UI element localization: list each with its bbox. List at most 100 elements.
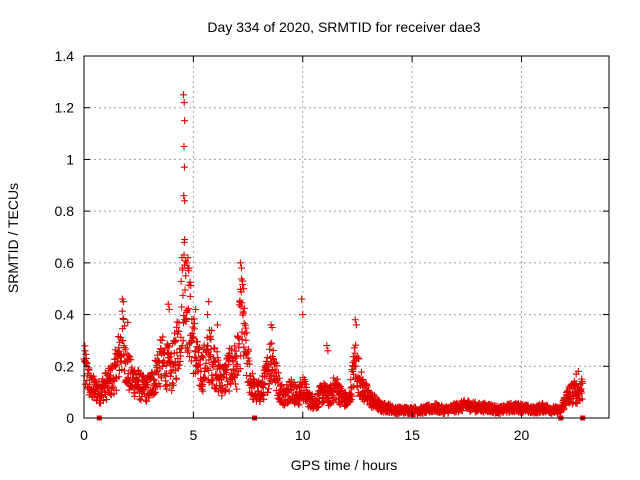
data-point-spike: [238, 264, 245, 272]
data-point: [249, 375, 257, 383]
data-point: [276, 374, 284, 382]
data-point: [269, 347, 277, 355]
data-point: [158, 336, 166, 344]
data-point-spike: [181, 197, 189, 205]
data-point: [193, 338, 201, 346]
data-point: [333, 375, 341, 383]
data-point: [164, 342, 172, 350]
data-point: [177, 277, 185, 285]
data-point: [207, 352, 215, 360]
data-point: [458, 407, 466, 415]
data-point: [167, 359, 175, 367]
data-point: [191, 320, 199, 328]
data-point: [275, 369, 283, 377]
data-point: [199, 380, 207, 388]
data-point: [162, 370, 170, 378]
data-point: [166, 353, 174, 361]
data-point: [128, 364, 136, 372]
data-point: [249, 370, 257, 378]
data-point: [240, 343, 248, 351]
data-points: [80, 91, 586, 418]
data-point: [107, 371, 115, 379]
data-point: [236, 365, 244, 373]
y-tick-label: 0.6: [55, 255, 75, 271]
data-point: [347, 384, 355, 392]
data-point: [245, 347, 253, 355]
data-point: [172, 336, 180, 344]
data-point: [115, 373, 123, 381]
data-point: [200, 341, 208, 349]
data-point: [351, 349, 359, 357]
data-point: [205, 356, 213, 364]
data-point: [295, 401, 303, 409]
data-point: [238, 299, 246, 307]
data-point: [150, 390, 158, 398]
y-tick-label: 0.2: [55, 358, 75, 374]
data-point: [205, 366, 213, 374]
data-point: [233, 371, 241, 379]
data-point: [144, 383, 152, 391]
data-point: [218, 392, 226, 400]
data-point: [259, 384, 267, 392]
data-point: [103, 396, 111, 404]
data-point: [131, 389, 139, 397]
data-point-spike: [181, 236, 189, 244]
data-point: [187, 282, 195, 290]
data-point: [222, 386, 230, 394]
data-point-spike: [164, 300, 172, 308]
data-point: [242, 324, 250, 332]
data-point: [572, 379, 580, 387]
data-point: [238, 336, 246, 344]
y-tick-label: 0.4: [55, 307, 75, 323]
data-point: [172, 375, 180, 383]
data-point: [121, 345, 129, 353]
data-point: [240, 319, 248, 327]
x-axis-label: GPS time / hours: [291, 457, 398, 473]
data-point: [230, 366, 238, 374]
data-point-spike: [184, 254, 192, 262]
data-point: [232, 354, 240, 362]
data-point-spike: [181, 117, 189, 125]
data-point: [174, 365, 182, 373]
x-tick-label: 10: [295, 427, 311, 443]
data-point: [287, 386, 295, 394]
data-point: [235, 340, 243, 348]
data-point: [117, 358, 125, 366]
data-point: [175, 361, 183, 369]
data-point-spike: [124, 318, 132, 326]
data-point: [231, 342, 239, 350]
data-point: [266, 377, 274, 385]
data-point: [352, 341, 360, 349]
data-point: [198, 353, 206, 361]
data-point-spike: [236, 259, 244, 267]
data-point: [350, 370, 358, 378]
x-tick-label: 0: [80, 427, 88, 443]
data-point: [211, 358, 219, 366]
data-point: [242, 336, 250, 344]
data-point: [196, 344, 203, 352]
data-point: [157, 374, 165, 382]
data-point: [119, 315, 127, 323]
data-point: [207, 336, 215, 344]
data-point: [327, 381, 335, 389]
data-point-spike: [204, 311, 212, 319]
data-point: [231, 380, 239, 388]
data-point: [186, 292, 194, 300]
data-point: [152, 388, 160, 396]
data-point: [237, 303, 245, 311]
data-point-spike: [268, 324, 276, 331]
data-point: [120, 351, 128, 359]
data-point-spike: [180, 192, 188, 200]
data-point: [265, 385, 273, 393]
data-point: [180, 251, 188, 259]
data-point: [202, 359, 210, 367]
data-point: [121, 322, 129, 330]
data-point: [208, 380, 216, 388]
y-tick-label: 1.2: [55, 100, 75, 116]
data-point: [233, 360, 241, 368]
data-point: [112, 386, 120, 394]
y-axis-label: SRMTID / TECUs: [5, 183, 21, 293]
data-point: [260, 395, 268, 403]
data-point: [120, 367, 128, 375]
data-point-spike: [192, 305, 200, 313]
